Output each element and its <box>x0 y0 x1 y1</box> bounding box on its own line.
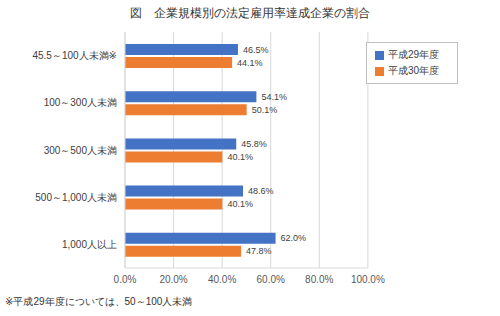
html-text:※平成29年度については、50～100人未満: ※平成29年度については、50～100人未満 <box>5 296 193 307</box>
svg-text:0.0%: 0.0% <box>114 274 137 285</box>
svg-text:40.1%: 40.1% <box>227 199 253 209</box>
html-text:平成29年度: 平成29年度 <box>387 49 439 60</box>
svg-text:500～1,000人未満: 500～1,000人未満 <box>35 192 117 203</box>
svg-text:46.5%: 46.5% <box>243 45 269 55</box>
svg-text:100.0%: 100.0% <box>351 274 385 285</box>
svg-text:45.8%: 45.8% <box>241 139 267 149</box>
svg-text:44.1%: 44.1% <box>237 58 263 68</box>
svg-text:80.0%: 80.0% <box>305 274 333 285</box>
svg-text:48.6%: 48.6% <box>248 186 274 196</box>
svg-text:45.5～100人未満※: 45.5～100人未満※ <box>32 50 117 61</box>
svg-text:47.8%: 47.8% <box>246 246 272 256</box>
svg-text:40.0%: 40.0% <box>208 274 236 285</box>
svg-text:60.0%: 60.0% <box>257 274 285 285</box>
svg-text:40.1%: 40.1% <box>227 152 253 162</box>
svg-text:54.1%: 54.1% <box>261 92 287 102</box>
svg-text:20.0%: 20.0% <box>159 274 187 285</box>
svg-text:300～500人未満: 300～500人未満 <box>44 145 117 156</box>
svg-text:100～300人未満: 100～300人未満 <box>44 97 117 108</box>
html-text:平成30年度: 平成30年度 <box>387 65 439 76</box>
svg-text:62.0%: 62.0% <box>281 233 307 243</box>
svg-text:1,000人以上: 1,000人以上 <box>62 239 117 250</box>
svg-text:50.1%: 50.1% <box>252 105 278 115</box>
html-text:図 企業規模別の法定雇用率達成企業の割合: 図 企業規模別の法定雇用率達成企業の割合 <box>130 6 370 20</box>
